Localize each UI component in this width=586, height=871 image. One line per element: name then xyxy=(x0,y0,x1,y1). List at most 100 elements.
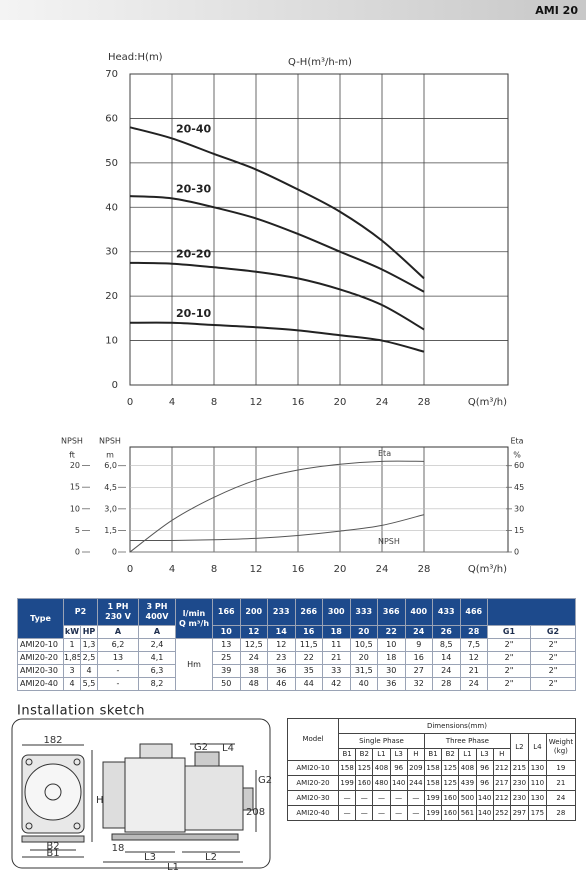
table-cell: 140 xyxy=(389,775,408,791)
table-cell: 439 xyxy=(458,775,477,791)
y-tick-label: 6,0 xyxy=(104,461,117,470)
y-tick-label: 40 xyxy=(105,202,118,213)
table-cell: — xyxy=(389,790,408,806)
table-cell: 35 xyxy=(294,664,323,678)
y-tick-label: 10 xyxy=(105,336,118,347)
dim-label: G2 xyxy=(194,742,208,753)
table-cell: 32 xyxy=(404,677,433,691)
model-cell: AMI20-20 xyxy=(287,775,339,791)
y-tick-label: 20 xyxy=(70,461,80,470)
header-cell: H xyxy=(492,748,511,761)
dim-label: G2 xyxy=(258,775,272,786)
header-row: Single Phase Three Phase L2 L4 Weight (kg) xyxy=(288,733,576,761)
y-tick-label: 10 xyxy=(70,504,80,513)
table-cell: — xyxy=(337,790,357,806)
header-cell: 400 xyxy=(404,598,433,626)
dim-label: L4 xyxy=(222,743,234,754)
x-axis-label: Q(m³/h) xyxy=(468,397,507,408)
dim-label: 18 xyxy=(112,843,125,854)
header-cell xyxy=(487,598,576,626)
table-cell: 21 xyxy=(322,651,351,665)
table-cell: 158 xyxy=(337,760,357,776)
table-row: AMI20-40— — — — —199 160 561 140 252 297 175 28 xyxy=(287,805,576,821)
table-cell: 21 xyxy=(459,664,488,678)
y-tick-label: 15 xyxy=(514,526,524,535)
x-tick-label: 24 xyxy=(376,564,389,575)
table-cell: 14 xyxy=(432,651,461,665)
header-cell: 22 xyxy=(377,625,406,639)
table-cell: 140 xyxy=(475,790,494,806)
header-cell: 166 xyxy=(212,598,241,626)
table-cell: 6,3 xyxy=(138,664,176,678)
table-cell: 24 xyxy=(545,790,576,806)
table-cell: 96 xyxy=(475,775,494,791)
plot-frame xyxy=(129,73,509,386)
table-cell: 199 xyxy=(423,805,443,821)
header-cell: 18 xyxy=(322,625,351,639)
fan-cover xyxy=(102,761,126,829)
table-cell: 1 xyxy=(63,638,81,652)
table-cell: 199 xyxy=(423,790,443,806)
chart-title: Q-H(m³/h-m) xyxy=(288,57,352,68)
table-cell: 4,1 xyxy=(138,651,176,665)
table-cell: 158 xyxy=(423,775,443,791)
table-cell: 19 xyxy=(545,760,576,776)
model-cell: AMI20-20 xyxy=(17,651,64,665)
section-title: Installation sketch xyxy=(17,704,145,719)
header-title: AMI 20 xyxy=(535,4,578,17)
y-tick-label: 0 xyxy=(514,548,519,557)
table-cell: 12 xyxy=(459,651,488,665)
table-cell: 297 xyxy=(509,805,529,821)
header-bar xyxy=(0,0,586,20)
header-cell: G2 xyxy=(530,625,576,639)
header-cell: Weight (kg) xyxy=(545,733,576,761)
dim-label: L3 xyxy=(144,852,156,863)
table-cell: 11 xyxy=(322,638,351,652)
table-cell: 28 xyxy=(545,805,576,821)
table-cell: 130 xyxy=(527,760,547,776)
model-cell: AMI20-30 xyxy=(17,664,64,678)
table-cell: 13 xyxy=(212,638,241,652)
cell-line: 3 PH xyxy=(146,602,168,611)
table-cell: 33 xyxy=(322,664,351,678)
table-cell: 4 xyxy=(80,664,98,678)
table-row: AMI20-20 1,85 2,5 13 4,1 25 24 23 22 21 20 18 16 14 12… xyxy=(17,651,576,665)
axis-unit: % xyxy=(513,451,521,460)
y-tick-label: 60 xyxy=(514,461,524,470)
axis-title: Eta xyxy=(510,437,523,446)
axis-title: NPSH xyxy=(61,437,83,446)
table-cell: 31,5 xyxy=(349,664,378,678)
table-cell: 209 xyxy=(406,760,425,776)
header-cell: L1 xyxy=(372,748,391,761)
table-cell: 16 xyxy=(404,651,433,665)
table-row: AMI20-30 3 4-6,3 39 38 36 35 33 31,5 30 27 24 21 2" 2" xyxy=(17,664,576,678)
table-cell: 36 xyxy=(377,677,406,691)
table-cell: 480 xyxy=(372,775,391,791)
header-cell: 24 xyxy=(404,625,433,639)
table-cell: 175 xyxy=(527,805,547,821)
table-cell: 244 xyxy=(406,775,425,791)
table-cell: 10,5 xyxy=(349,638,378,652)
y-axis-label: Head:H(m) xyxy=(108,52,163,63)
table-cell: — xyxy=(406,805,425,821)
x-tick-label: 24 xyxy=(376,397,389,408)
table-cell: 230 xyxy=(509,790,529,806)
table-cell: — xyxy=(406,790,425,806)
table-cell: 22 xyxy=(294,651,323,665)
terminal-box xyxy=(139,743,173,759)
model-cell: AMI20-40 xyxy=(17,677,64,691)
y-tick-label: 50 xyxy=(105,158,118,169)
y-tick-label: 0 xyxy=(75,548,80,557)
dim-label: H xyxy=(96,795,104,806)
table-cell: 9 xyxy=(404,638,433,652)
series-line xyxy=(129,514,425,542)
header-cell: 200 xyxy=(239,598,268,626)
header-cell: L3 xyxy=(389,748,408,761)
table-cell: 4 xyxy=(63,677,81,691)
table-cell: — xyxy=(355,790,374,806)
dim-label: B2 xyxy=(46,841,59,852)
table-cell: 12,5 xyxy=(239,638,268,652)
x-tick-label: 4 xyxy=(169,564,175,575)
